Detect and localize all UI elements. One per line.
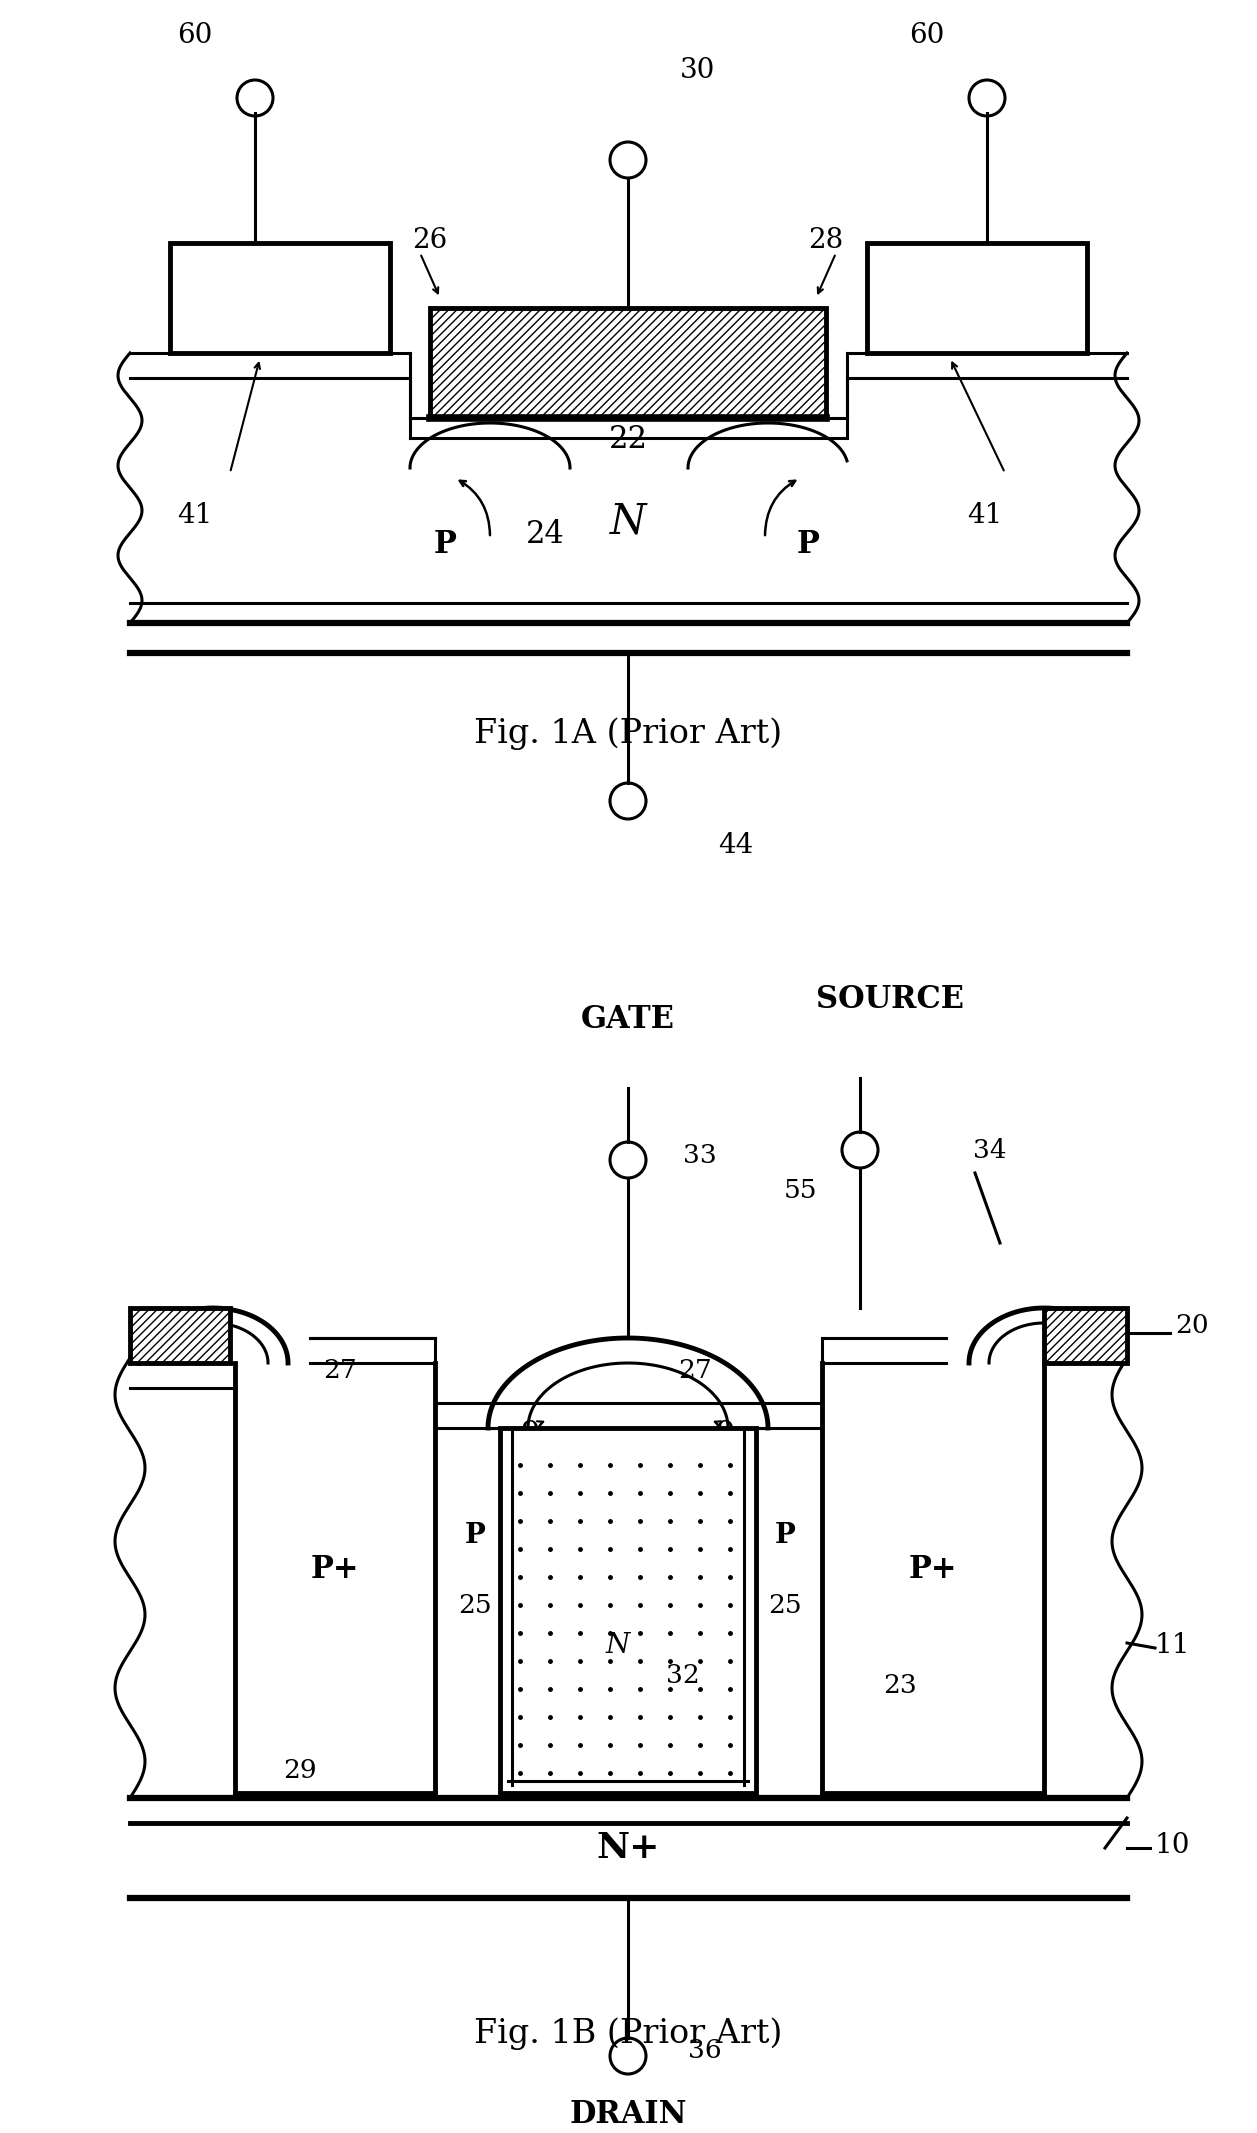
Text: 27: 27 — [323, 1359, 357, 1382]
Text: GATE: GATE — [581, 1005, 675, 1035]
Text: 36: 36 — [688, 2037, 722, 2063]
Text: 25: 25 — [459, 1593, 491, 1619]
Text: 27: 27 — [678, 1359, 711, 1382]
Bar — [1045, 1308, 1128, 1363]
Text: P: P — [465, 1523, 485, 1549]
Text: 60: 60 — [909, 21, 945, 49]
Bar — [1045, 1308, 1128, 1363]
Text: 11: 11 — [1155, 1632, 1190, 1659]
Text: 41: 41 — [177, 501, 212, 529]
Text: SOURCE: SOURCE — [816, 983, 964, 1015]
Text: P+: P+ — [909, 1555, 958, 1585]
Text: 9: 9 — [715, 1418, 734, 1450]
Text: 41: 41 — [968, 501, 1003, 529]
Text: 32: 32 — [666, 1664, 700, 1687]
Text: 29: 29 — [283, 1758, 317, 1783]
Text: 60: 60 — [177, 21, 212, 49]
Bar — [129, 1308, 230, 1363]
Text: 33: 33 — [683, 1143, 716, 1169]
Text: N+: N+ — [596, 1830, 660, 1864]
Text: Fig. 1B (Prior Art): Fig. 1B (Prior Art) — [474, 2018, 782, 2050]
Bar — [170, 243, 390, 352]
Text: 9: 9 — [520, 1418, 539, 1450]
Text: 10: 10 — [1155, 1832, 1190, 1860]
Text: N: N — [610, 499, 646, 542]
Text: 30: 30 — [680, 58, 715, 83]
Text: 20: 20 — [1175, 1314, 1209, 1337]
Text: 26: 26 — [412, 226, 447, 254]
Text: 44: 44 — [718, 832, 753, 860]
Text: P: P — [434, 529, 456, 561]
Text: 23: 23 — [884, 1672, 916, 1698]
Bar — [430, 307, 826, 418]
Bar — [129, 1308, 230, 1363]
Bar — [430, 307, 826, 418]
Text: P+: P+ — [310, 1555, 360, 1585]
Text: N: N — [606, 1632, 630, 1659]
Text: 34: 34 — [973, 1139, 1007, 1162]
Text: N: N — [612, 1606, 644, 1640]
Text: 24: 24 — [525, 518, 564, 550]
Text: P: P — [774, 1523, 796, 1549]
Text: 55: 55 — [783, 1177, 817, 1203]
Bar — [867, 243, 1087, 352]
Text: Fig. 1A (Prior Art): Fig. 1A (Prior Art) — [474, 717, 782, 751]
Text: P: P — [797, 529, 820, 561]
Text: 25: 25 — [768, 1593, 802, 1619]
Bar — [500, 1427, 755, 1794]
Text: DRAIN: DRAIN — [569, 2099, 686, 2131]
Text: 22: 22 — [608, 424, 647, 454]
Text: 28: 28 — [808, 226, 843, 254]
